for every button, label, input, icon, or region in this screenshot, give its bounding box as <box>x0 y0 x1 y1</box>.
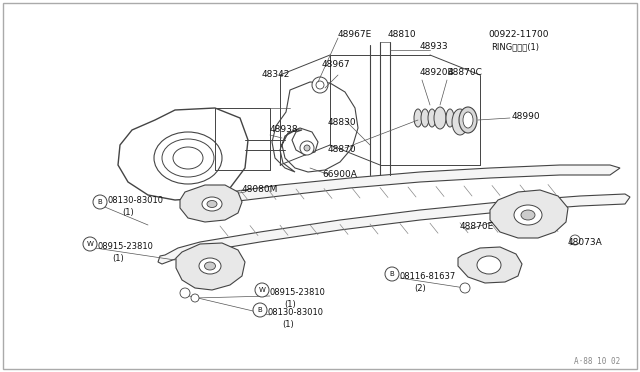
Text: 48967: 48967 <box>322 60 351 69</box>
Text: (1): (1) <box>284 300 296 309</box>
Circle shape <box>83 237 97 251</box>
Ellipse shape <box>205 262 216 270</box>
Ellipse shape <box>428 109 436 127</box>
Polygon shape <box>180 185 242 222</box>
Circle shape <box>460 283 470 293</box>
Text: 08116-81637: 08116-81637 <box>400 272 456 281</box>
Text: RINGリング(1): RINGリング(1) <box>491 42 539 51</box>
Ellipse shape <box>434 107 446 129</box>
Ellipse shape <box>199 258 221 274</box>
Polygon shape <box>272 82 358 172</box>
Ellipse shape <box>202 197 222 211</box>
Circle shape <box>385 267 399 281</box>
Text: 08130-83010: 08130-83010 <box>268 308 324 317</box>
Ellipse shape <box>446 109 454 127</box>
Text: 48073A: 48073A <box>568 238 603 247</box>
Text: 08915-23810: 08915-23810 <box>270 288 326 297</box>
Text: 48342: 48342 <box>262 70 291 79</box>
Circle shape <box>316 81 324 89</box>
Text: 48990: 48990 <box>512 112 541 121</box>
Ellipse shape <box>477 256 501 274</box>
Ellipse shape <box>162 139 214 177</box>
Ellipse shape <box>463 112 473 128</box>
Circle shape <box>312 77 328 93</box>
Text: A·88 10 02: A·88 10 02 <box>573 357 620 366</box>
Text: W: W <box>259 287 266 293</box>
Text: 48920B: 48920B <box>420 68 454 77</box>
Polygon shape <box>118 108 248 200</box>
Circle shape <box>191 294 199 302</box>
Text: 00922-11700: 00922-11700 <box>488 30 548 39</box>
Text: (1): (1) <box>122 208 134 217</box>
Ellipse shape <box>414 109 422 127</box>
Text: 48870: 48870 <box>328 145 356 154</box>
Polygon shape <box>158 194 630 264</box>
Circle shape <box>180 288 190 298</box>
Ellipse shape <box>421 109 429 127</box>
Text: 48933: 48933 <box>420 42 449 51</box>
Circle shape <box>253 303 267 317</box>
Text: W: W <box>86 241 93 247</box>
Ellipse shape <box>521 210 535 220</box>
Text: (2): (2) <box>414 284 426 293</box>
Circle shape <box>93 195 107 209</box>
Text: B: B <box>258 307 262 313</box>
Text: (1): (1) <box>282 320 294 329</box>
Text: 48830: 48830 <box>328 118 356 127</box>
Text: 08130-83010: 08130-83010 <box>108 196 164 205</box>
Text: 48870E: 48870E <box>460 222 494 231</box>
Text: B: B <box>390 271 394 277</box>
Circle shape <box>255 283 269 297</box>
Text: (1): (1) <box>112 254 124 263</box>
Ellipse shape <box>514 205 542 225</box>
Circle shape <box>300 141 314 155</box>
Text: 48938: 48938 <box>270 125 299 134</box>
Text: 48810: 48810 <box>388 30 417 39</box>
Ellipse shape <box>207 201 217 208</box>
Ellipse shape <box>173 147 203 169</box>
Polygon shape <box>176 243 245 290</box>
Polygon shape <box>490 190 568 238</box>
Circle shape <box>304 145 310 151</box>
Polygon shape <box>458 247 522 283</box>
Text: 48080M: 48080M <box>242 185 278 194</box>
Text: 66900A: 66900A <box>322 170 357 179</box>
Text: 48870C: 48870C <box>448 68 483 77</box>
Circle shape <box>570 235 580 245</box>
Ellipse shape <box>459 107 477 133</box>
Text: 08915-23810: 08915-23810 <box>98 242 154 251</box>
Ellipse shape <box>452 109 468 135</box>
Ellipse shape <box>154 132 222 184</box>
Polygon shape <box>195 165 620 213</box>
Text: 48967E: 48967E <box>338 30 372 39</box>
Text: B: B <box>98 199 102 205</box>
